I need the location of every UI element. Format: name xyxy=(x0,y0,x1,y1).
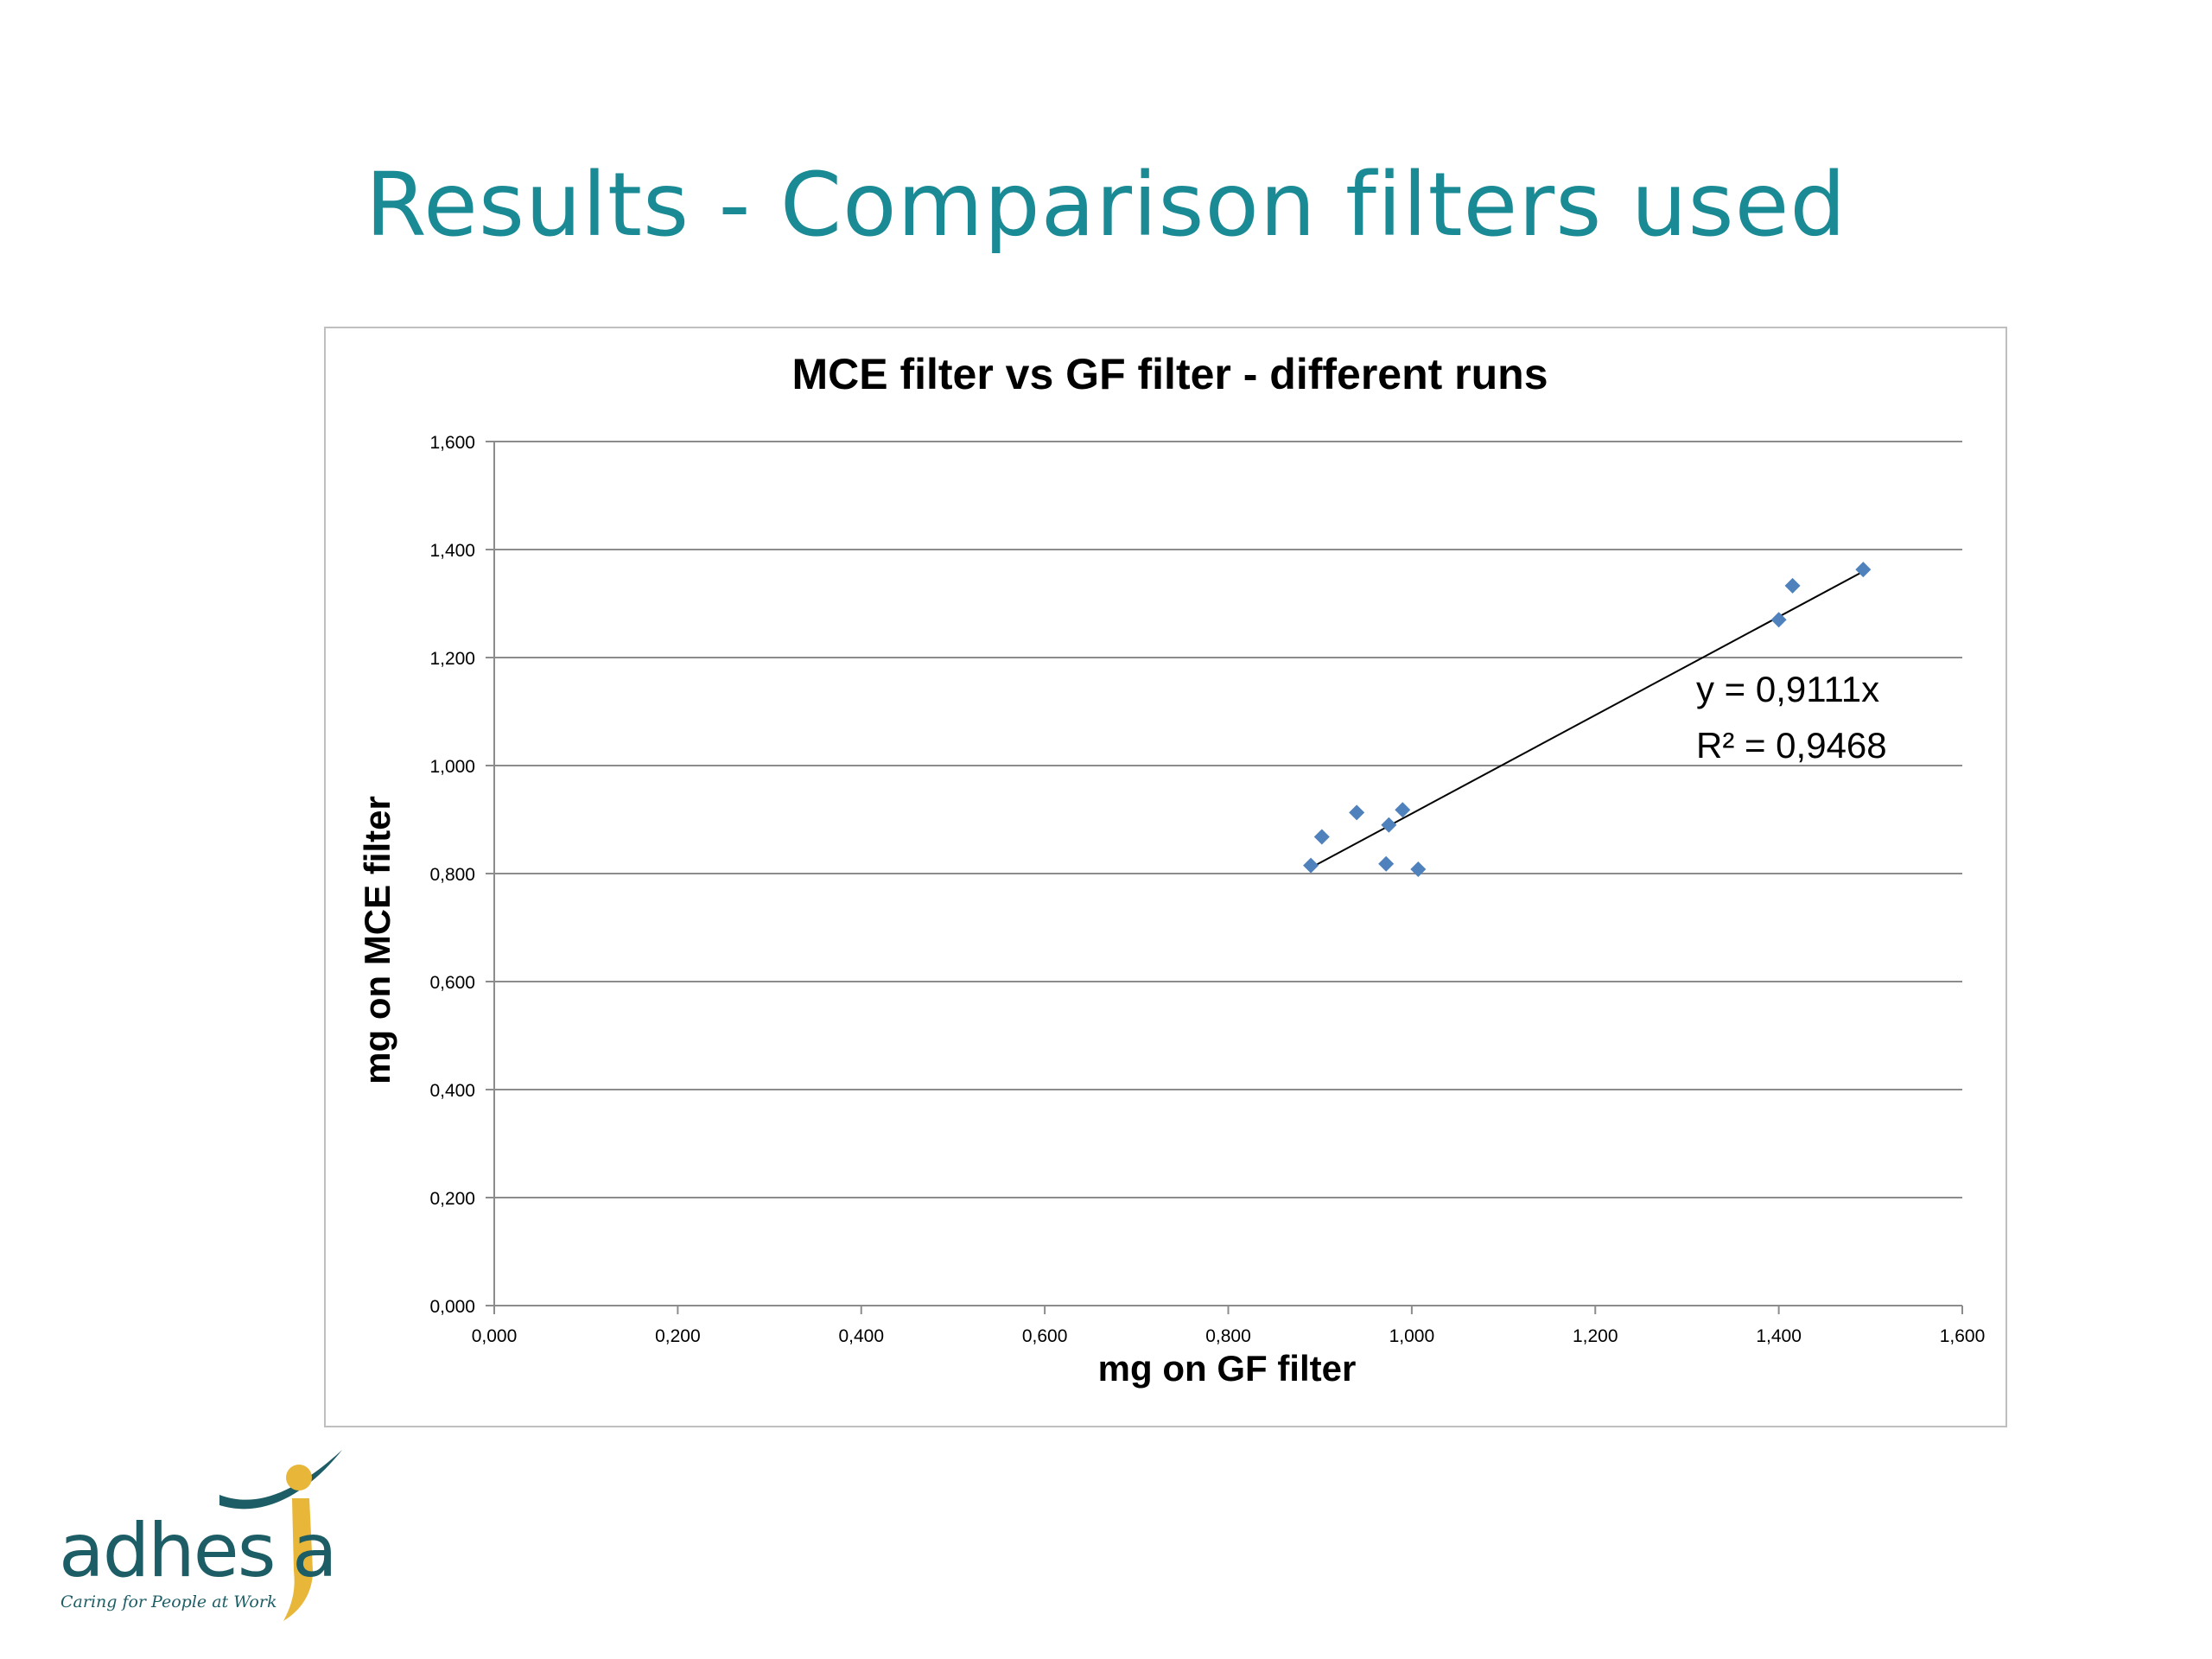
x-tick-label: 1,200 xyxy=(1573,1326,1618,1346)
y-tick-label: 0,200 xyxy=(429,1189,475,1209)
x-tick-label: 0,400 xyxy=(838,1326,884,1346)
logo-wordmark-end: a xyxy=(292,1508,338,1594)
y-tick-label: 1,600 xyxy=(429,433,475,453)
y-tick-label: 0,000 xyxy=(429,1297,475,1317)
y-tick-labels: 0,000 0,200 0,400 0,600 0,800 1,000 1,200 1,400… xyxy=(429,433,475,1317)
y-tick-label: 0,400 xyxy=(429,1081,475,1101)
data-point xyxy=(1770,612,1787,628)
y-tick-label: 1,200 xyxy=(429,649,475,669)
trendline xyxy=(1310,570,1864,869)
data-point xyxy=(1395,802,1411,818)
y-tick-label: 0,600 xyxy=(429,973,475,993)
data-point xyxy=(1378,855,1395,872)
x-tick-label: 1,400 xyxy=(1756,1326,1802,1346)
data-point xyxy=(1381,817,1397,833)
data-point xyxy=(1349,804,1365,821)
x-tick-label: 0,200 xyxy=(655,1326,701,1346)
y-tick-label: 1,400 xyxy=(429,541,475,561)
data-point xyxy=(1313,829,1330,845)
logo-swoosh xyxy=(219,1450,342,1510)
logo-tagline: Caring for People at Work xyxy=(60,1592,276,1611)
trendline-layer xyxy=(1310,570,1864,869)
data-point xyxy=(1410,861,1427,877)
adhesia-logo: adhes a Caring for People at Work xyxy=(59,1450,342,1621)
chart-title: MCE filter vs GF filter - different runs xyxy=(791,350,1548,398)
axes xyxy=(486,441,1963,1314)
x-tick-label: 1,600 xyxy=(1940,1326,1986,1346)
trendline-equation: y = 0,9111x xyxy=(1696,669,1879,709)
y-axis-label: mg on MCE filter xyxy=(357,796,397,1084)
data-points xyxy=(1303,562,1872,877)
logo-figure-head xyxy=(286,1465,312,1491)
logo-figure-body xyxy=(283,1498,313,1621)
x-tick-label: 0,000 xyxy=(472,1326,518,1346)
scatter-chart: MCE filter vs GF filter - different runs… xyxy=(357,350,1986,1389)
trendline-r-squared: R² = 0,9468 xyxy=(1696,725,1887,766)
chart-frame: MCE filter vs GF filter - different runs… xyxy=(324,327,2007,1427)
data-point xyxy=(1303,857,1319,874)
y-tick-label: 0,800 xyxy=(429,865,475,885)
x-tick-labels: 0,000 0,200 0,400 0,600 0,800 1,000 1,200 1,400… xyxy=(472,1326,1986,1346)
logo-wordmark: adhes xyxy=(59,1508,275,1594)
data-point xyxy=(1855,562,1872,578)
x-tick-label: 0,600 xyxy=(1022,1326,1068,1346)
data-point xyxy=(1784,577,1801,594)
gridlines xyxy=(494,441,1962,1198)
x-tick-label: 1,000 xyxy=(1389,1326,1435,1346)
x-axis-label: mg on GF filter xyxy=(1098,1348,1357,1389)
y-tick-label: 1,000 xyxy=(429,757,475,777)
slide-title: Results - Comparison filters used xyxy=(365,154,1847,257)
x-tick-label: 0,800 xyxy=(1205,1326,1251,1346)
